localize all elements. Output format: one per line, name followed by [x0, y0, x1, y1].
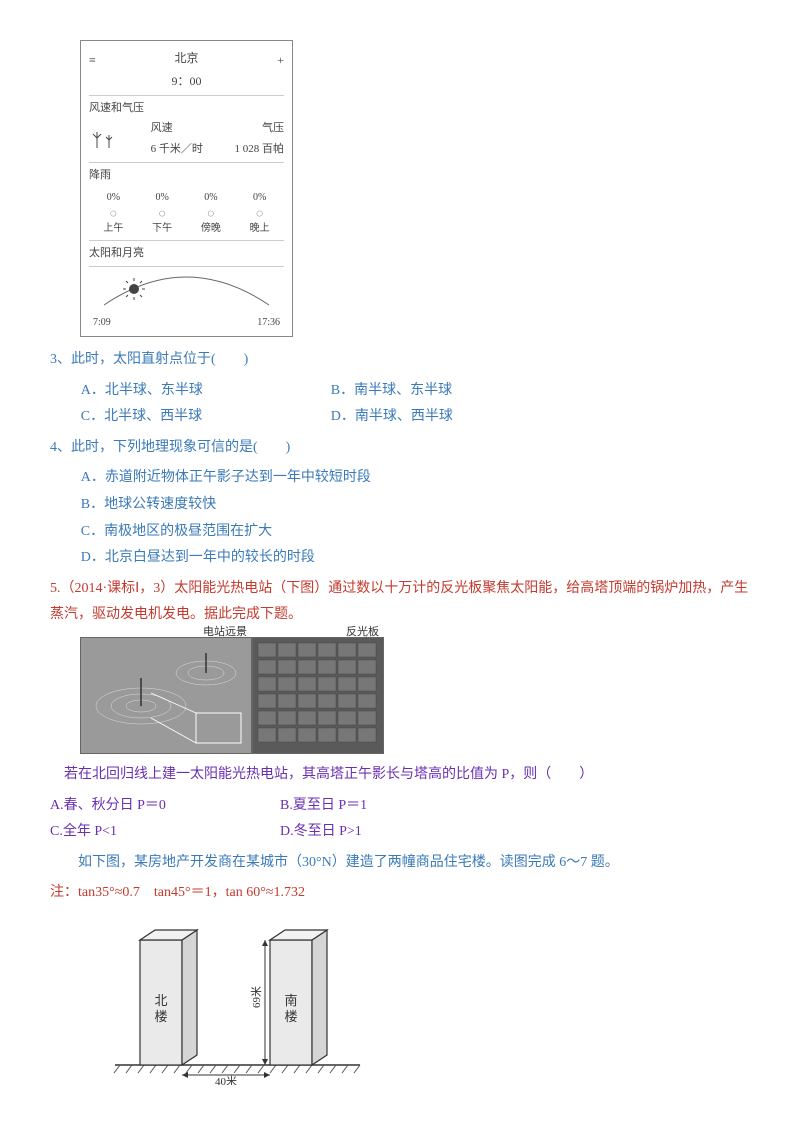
station-left-svg: [81, 638, 251, 753]
q4-options: A．赤道附近物体正午影子达到一年中较短时段 B．地球公转速度较快 C．南极地区的…: [50, 465, 750, 571]
rain-row: 0%◌上午 0%◌下午 0%◌傍晚 0%◌晚上: [89, 188, 284, 238]
q3-opt-a: A．北半球、东半球: [81, 378, 331, 405]
phone-time: 9：00: [171, 74, 201, 88]
rain-label: 降雨: [89, 165, 284, 186]
q5-opt-b: B.夏至日 P＝1: [280, 793, 510, 820]
drop-icon: ◌: [89, 207, 138, 219]
q5-opt-d: D.冬至日 P>1: [280, 819, 510, 846]
phone-section-rain: 降雨 0%◌上午 0%◌下午 0%◌傍晚 0%◌晚上: [89, 162, 284, 238]
q4-opt-c: C．南极地区的极昼范围在扩大: [81, 519, 750, 546]
plus-icon: +: [277, 49, 284, 72]
sunset-time: 17:36: [257, 313, 280, 332]
station-left-label: 电站远景: [203, 622, 247, 643]
q5-opt-c: C.全年 P<1: [50, 819, 280, 846]
station-left-image: 电站远景: [80, 637, 252, 754]
q5-number: 5.: [50, 581, 61, 596]
q4-stem: 此时，下列地理现象可信的是( ): [71, 440, 290, 455]
q3-opt-b: B．南半球、东半球: [331, 378, 581, 405]
q4-opt-d: D．北京白昼达到一年中的较长的时段: [81, 545, 750, 572]
q4-opt-a: A．赤道附近物体正午影子达到一年中较短时段: [81, 465, 750, 492]
q3-options: A．北半球、东半球 B．南半球、东半球 C．北半球、西半球 D．南半球、西半球: [50, 378, 750, 431]
wind-row: 风速 6 千米／时 气压 1 028 百帕: [89, 118, 284, 160]
question-4: 4、此时，下列地理现象可信的是( ): [50, 435, 750, 462]
station-right-label: 反光板: [346, 622, 379, 643]
question-3: 3、此时，太阳直射点位于( ): [50, 347, 750, 374]
phone-weather-figure: ≡ 北京 9：00 + 风速和气压: [80, 40, 293, 337]
q4-number: 4、: [50, 440, 71, 455]
height-label: 69米: [250, 986, 263, 1008]
phone-section-sun: 太阳和月亮 7:09 17:36: [89, 240, 284, 332]
sun-label: 太阳和月亮: [89, 243, 284, 264]
section-label: 风速和气压: [89, 98, 284, 119]
q3-opt-c: C．北半球、西半球: [81, 404, 331, 431]
svg-text:楼: 楼: [154, 1009, 167, 1024]
sun-arc: [89, 266, 284, 313]
rain-cell: 0%◌晚上: [235, 188, 284, 238]
building-figure: 北 楼 南 楼 69米 40米: [110, 915, 750, 1096]
north-bldg-label: 北: [154, 993, 167, 1008]
q5-options: A.春、秋分日 P＝0 B.夏至日 P＝1: [50, 793, 750, 820]
phone-section-windpressure: 风速和气压 风速 6 千米／: [89, 95, 284, 161]
phone-header: ≡ 北京 9：00 +: [89, 47, 284, 93]
station-right-svg: [253, 638, 383, 753]
hamburger-icon: ≡: [89, 49, 96, 72]
question-5: 5.（2014·课标Ⅰ，3）太阳能光热电站（下图）通过数以十万计的反光板聚焦太阳…: [50, 576, 750, 629]
distance-label: 40米: [215, 1075, 237, 1085]
south-bldg-label: 南: [284, 993, 297, 1008]
drop-icon: ◌: [235, 207, 284, 219]
solar-station-figure: 电站远景 反光板: [80, 637, 750, 754]
wind-text: 风速 6 千米／时: [151, 118, 203, 160]
drop-icon: ◌: [187, 207, 236, 219]
q5-opt-a: A.春、秋分日 P＝0: [50, 793, 280, 820]
rain-cell: 0%◌上午: [89, 188, 138, 238]
station-right-image: 反光板: [252, 637, 384, 754]
q3-stem: 此时，太阳直射点位于( ): [71, 352, 248, 367]
windmill-icon: [89, 128, 119, 150]
q6-note: 注：tan35°≈0.7 tan45°＝1，tan 60°≈1.732: [50, 880, 750, 907]
q5-source: （2014·课标Ⅰ，3）: [61, 581, 175, 596]
q5-options-row2: C.全年 P<1 D.冬至日 P>1: [50, 819, 750, 846]
pressure-text: 气压 1 028 百帕: [235, 118, 285, 160]
sun-times: 7:09 17:36: [89, 313, 284, 332]
rain-cell: 0%◌下午: [138, 188, 187, 238]
phone-city: 北京: [174, 51, 198, 65]
sunrise-time: 7:09: [93, 313, 111, 332]
q3-number: 3、: [50, 352, 71, 367]
q4-opt-b: B．地球公转速度较快: [81, 492, 750, 519]
rain-cell: 0%◌傍晚: [187, 188, 236, 238]
drop-icon: ◌: [138, 207, 187, 219]
svg-text:楼: 楼: [284, 1009, 297, 1024]
q6-intro: 如下图，某房地产开发商在某城市（30°N）建造了两幢商品住宅楼。读图完成 6～7…: [50, 850, 750, 877]
q5-stem-b: 若在北回归线上建一太阳能光热电站，其高塔正午影长与塔高的比值为 P，则（ ）: [50, 762, 750, 789]
q3-opt-d: D．南半球、西半球: [331, 404, 581, 431]
